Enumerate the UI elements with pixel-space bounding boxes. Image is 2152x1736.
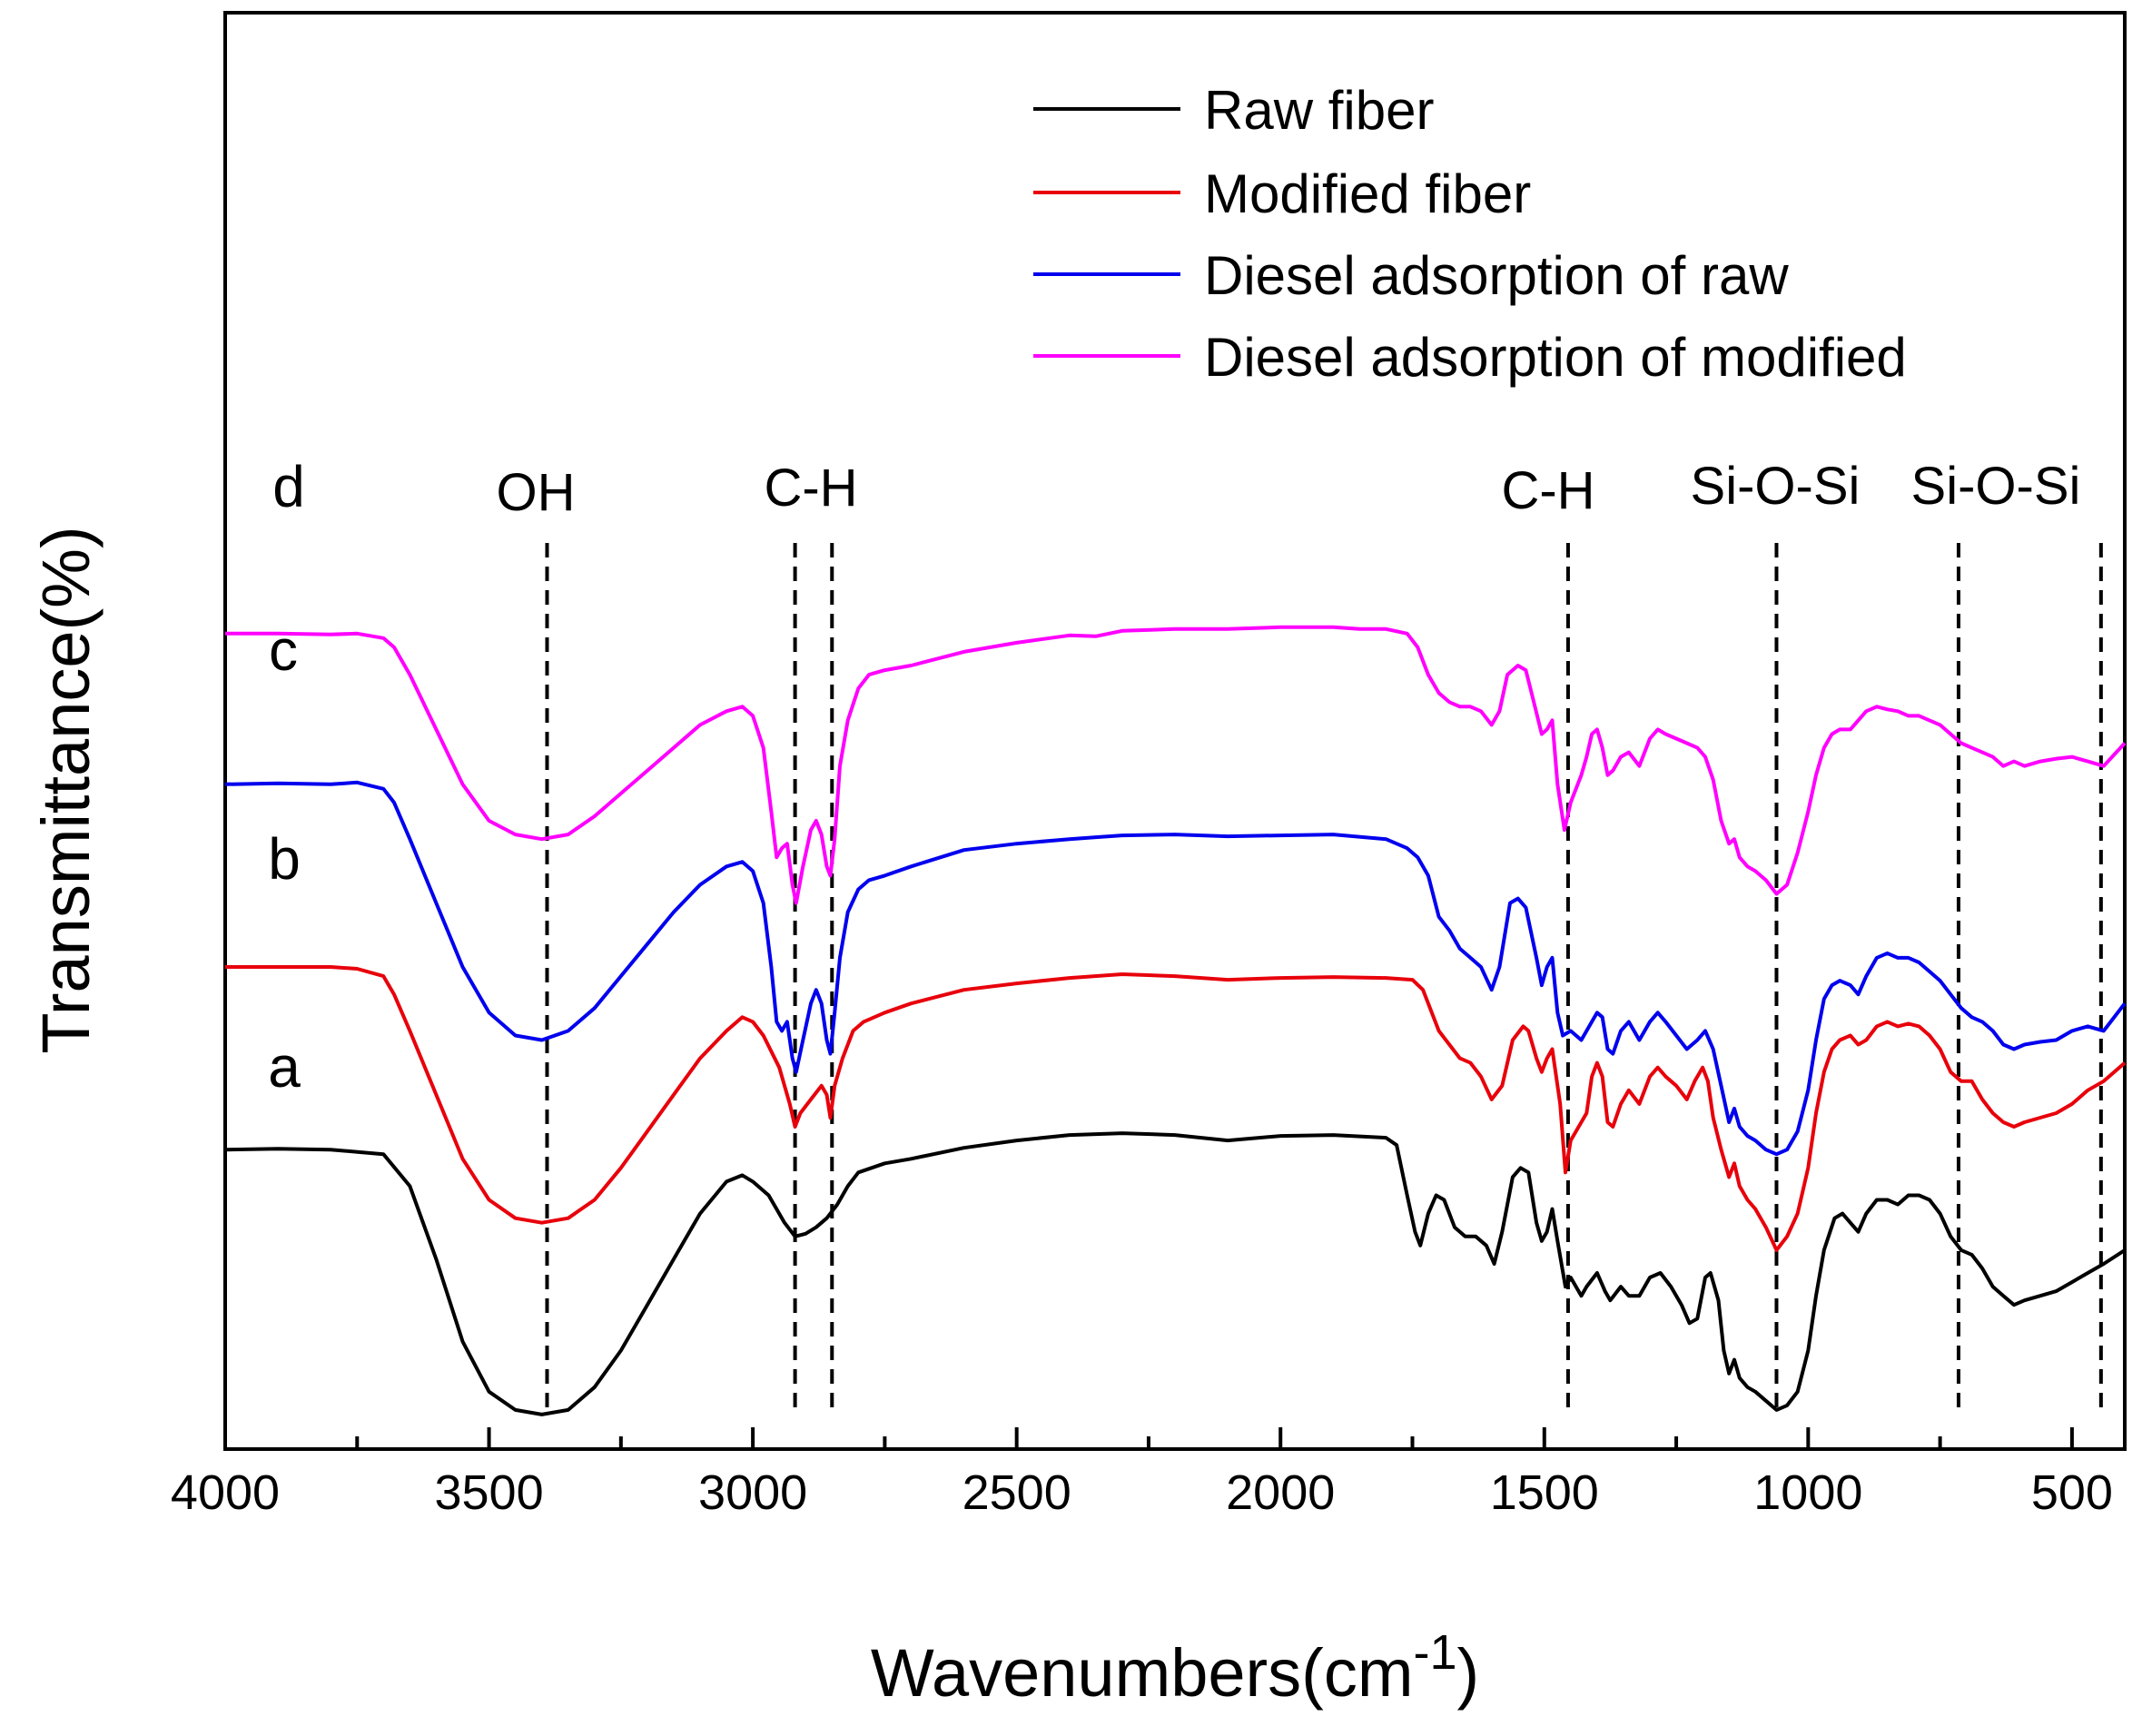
- annotation-ch-high: C-H: [764, 459, 857, 518]
- x-axis-title-sup: -1: [1413, 1625, 1456, 1680]
- x-tick-label-2000: 2000: [1226, 1465, 1335, 1520]
- legend: Raw fiber Modified fiber Diesel adsorpti…: [1033, 80, 1907, 388]
- legend-label-diesel-raw: Diesel adsorption of raw: [1204, 245, 1789, 306]
- x-tick-label-3500: 3500: [434, 1465, 543, 1520]
- spectra-curves: [224, 625, 2127, 1416]
- x-tick-label-500: 500: [2031, 1465, 2113, 1520]
- x-axis-title: Wavenumbers(cm-1): [871, 1625, 1479, 1711]
- annotation-sio-si-1: Si-O-Si: [1691, 457, 1861, 516]
- x-tick-label-3000: 3000: [698, 1465, 807, 1520]
- y-axis-title: Transmittance(%): [28, 526, 104, 1053]
- plot-frame: [223, 11, 2127, 1451]
- legend-label-diesel-modified: Diesel adsorption of modified: [1204, 327, 1907, 388]
- annotation-sio-si-2: Si-O-Si: [1911, 457, 2081, 516]
- series-line-raw-fiber: [224, 1131, 2127, 1416]
- x-tick-label-1500: 1500: [1490, 1465, 1599, 1520]
- annotation-ch-low: C-H: [1501, 461, 1594, 520]
- x-tick-label-2500: 2500: [962, 1465, 1071, 1520]
- x-tick-label-4000: 4000: [171, 1465, 280, 1520]
- series-line-diesel-adsorption-of-modified: [225, 625, 2127, 905]
- x-axis-title-end: ): [1456, 1635, 1479, 1711]
- legend-label-modified: Modified fiber: [1204, 163, 1531, 224]
- curve-label-b: b: [268, 826, 301, 892]
- reference-lines: [545, 543, 2103, 1416]
- curve-label-c: c: [269, 617, 298, 683]
- x-tick-label-1000: 1000: [1753, 1465, 1862, 1520]
- annotation-oh: OH: [497, 463, 576, 522]
- series-line-modified-fiber: [225, 965, 2127, 1252]
- curve-label-d: d: [272, 454, 305, 519]
- x-axis-title-base: Wavenumbers(cm: [871, 1635, 1414, 1711]
- series-line-diesel-adsorption-of-raw: [224, 780, 2127, 1157]
- legend-label-raw: Raw fiber: [1204, 80, 1434, 141]
- x-axis-ticks: 4000 3500 3000 2500 2000 1500 1000 500: [171, 1427, 2113, 1520]
- curve-label-a: a: [268, 1034, 301, 1100]
